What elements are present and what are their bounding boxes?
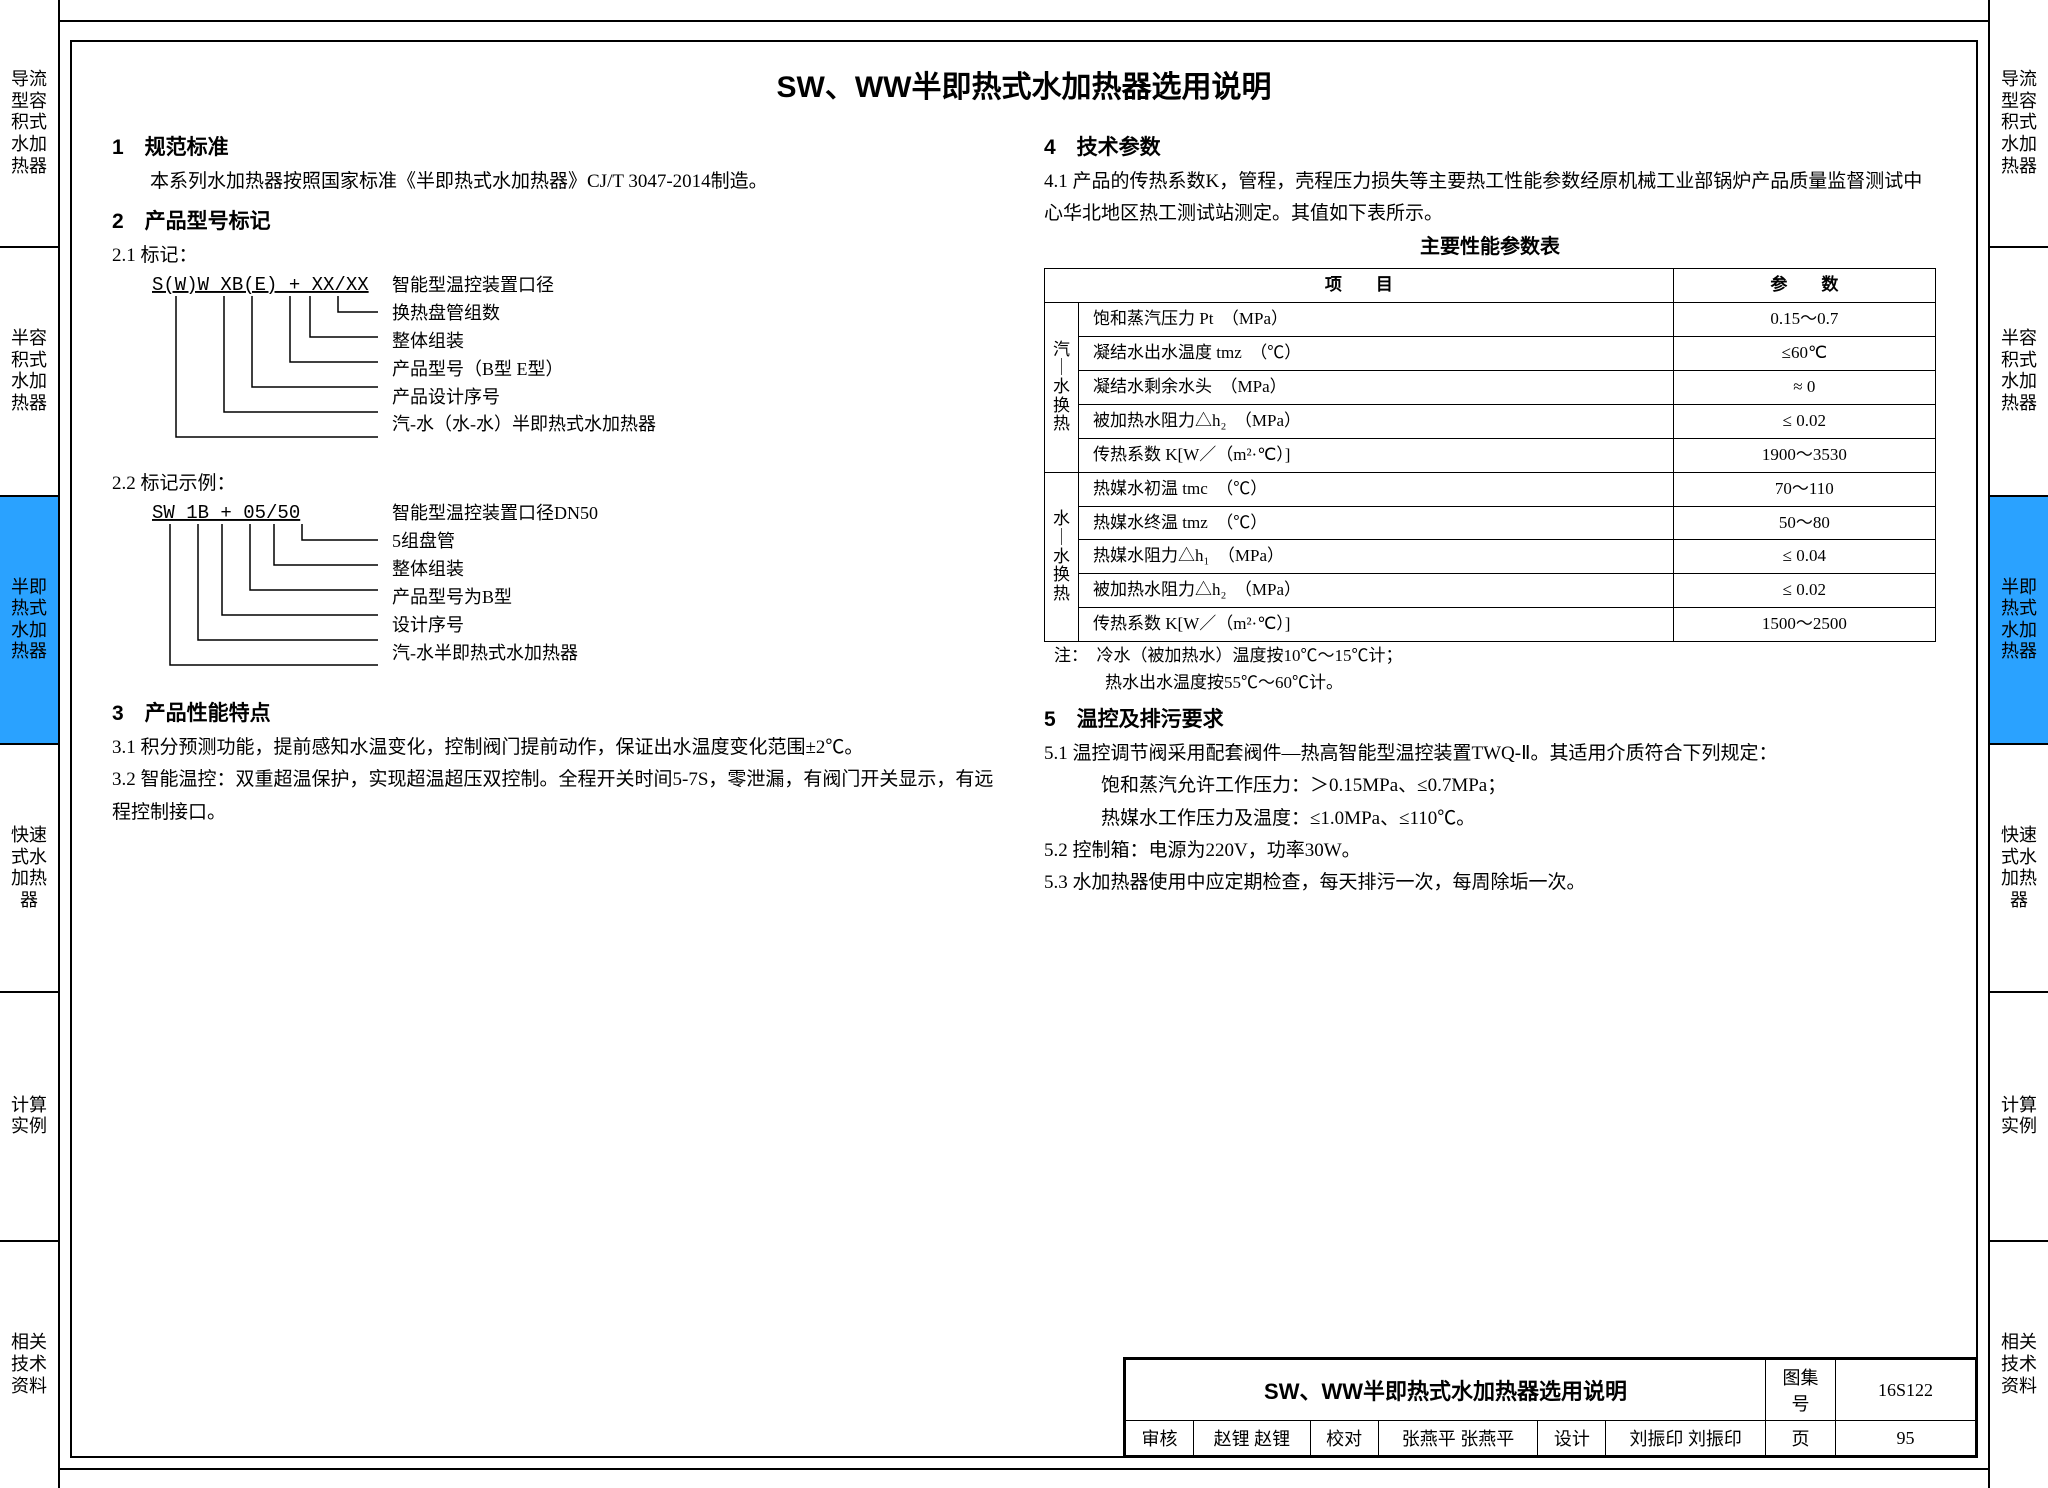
- tab-3[interactable]: 快速式水加热器: [0, 745, 58, 993]
- marking-tree-1: S(W)W XB(E) + XX/XX 智能型温控装置口径 换热盘管组数 整体组…: [152, 272, 1004, 462]
- page: 导流型容积式水加热器 半容积式水加热器 半即热式水加热器 快速式水加热器 计算实…: [0, 0, 2048, 1488]
- p-5-1a: 饱和蒸汽允许工作压力：＞0.15MPa、≤0.7MPa；: [1044, 770, 1936, 802]
- p-5-1b: 热媒水工作压力及温度：≤1.0MPa、≤110℃。: [1044, 803, 1936, 835]
- tb-design-label: 设计: [1538, 1421, 1606, 1456]
- tb-review: 赵锂 赵锂: [1194, 1421, 1311, 1456]
- p-5-3: 5.3 水加热器使用中应定期检查，每天排污一次，每周除垢一次。: [1044, 867, 1936, 899]
- p-5-1: 5.1 温控调节阀采用配套阀件—热高智能型温控装置TWQ-Ⅱ。其适用介质符合下列…: [1044, 738, 1936, 770]
- tree1-labels: 智能型温控装置口径 换热盘管组数 整体组装 产品型号（B型 E型） 产品设计序号…: [392, 272, 656, 439]
- h-4: 4 技术参数: [1044, 130, 1936, 166]
- rtab-5[interactable]: 相关技术资料: [1990, 1242, 2048, 1488]
- params-table: 项 目 参 数 汽｜水换热 饱和蒸汽压力 Pt （MPa）0.15～0.7 凝结…: [1044, 268, 1936, 642]
- tb-check: 张燕平 张燕平: [1378, 1421, 1538, 1456]
- bracket-icon: S(W)W XB(E) + XX/XX: [152, 272, 382, 462]
- code-1: S(W)W XB(E) + XX/XX: [152, 274, 369, 296]
- th-value: 参 数: [1673, 269, 1935, 303]
- rtab-2[interactable]: 半即热式水加热器: [1990, 497, 2048, 745]
- h-3: 3 产品性能特点: [112, 696, 1004, 732]
- group2-label: 水｜水换热: [1045, 472, 1079, 641]
- marking-tree-2: SW 1B + 05/50 智能型温控装置口径DN50 5组盘管 整体组装 产品…: [152, 500, 1004, 690]
- rtab-4[interactable]: 计算实例: [1990, 993, 2048, 1241]
- p-1: 本系列水加热器按照国家标准《半即热式水加热器》CJ/T 3047-2014制造。: [112, 166, 1004, 198]
- tab-2[interactable]: 半即热式水加热器: [0, 497, 58, 745]
- columns: 1 规范标准 本系列水加热器按照国家标准《半即热式水加热器》CJ/T 3047-…: [112, 124, 1936, 900]
- p-3-2: 3.2 智能温控：双重超温保护，实现超温超压双控制。全程开关时间5-7S，零泄漏…: [112, 764, 1004, 829]
- p-3-1: 3.1 积分预测功能，提前感知水温变化，控制阀门提前动作，保证出水温度变化范围±…: [112, 732, 1004, 764]
- p-5-2: 5.2 控制箱：电源为220V，功率30W。: [1044, 835, 1936, 867]
- drawing-frame: SW、WW半即热式水加热器选用说明 1 规范标准 本系列水加热器按照国家标准《半…: [70, 40, 1978, 1458]
- tb-doc-title: SW、WW半即热式水加热器选用说明: [1126, 1360, 1766, 1421]
- table-note-1: 注： 冷水（被加热水）温度按10℃～15℃计；: [1054, 642, 1936, 669]
- left-tabs: 导流型容积式水加热器 半容积式水加热器 半即热式水加热器 快速式水加热器 计算实…: [0, 0, 60, 1488]
- rule-bottom: [60, 1468, 1988, 1470]
- tree2-labels: 智能型温控装置口径DN50 5组盘管 整体组装 产品型号为B型 设计序号 汽-水…: [392, 500, 598, 667]
- table-note-2: 热水出水温度按55℃～60℃计。: [1054, 669, 1936, 696]
- page-title: SW、WW半即热式水加热器选用说明: [112, 62, 1936, 106]
- bracket-icon: SW 1B + 05/50: [152, 500, 382, 690]
- tb-atlas-label: 图集号: [1766, 1360, 1836, 1421]
- tb-check-label: 校对: [1310, 1421, 1378, 1456]
- tab-4[interactable]: 计算实例: [0, 993, 58, 1241]
- rule-top: [60, 20, 1988, 22]
- tb-page: 95: [1836, 1421, 1976, 1456]
- h-5: 5 温控及排污要求: [1044, 702, 1936, 738]
- rtab-3[interactable]: 快速式水加热器: [1990, 745, 2048, 993]
- tb-design: 刘振印 刘振印: [1606, 1421, 1766, 1456]
- code-2: SW 1B + 05/50: [152, 502, 300, 524]
- h-2: 2 产品型号标记: [112, 204, 1004, 240]
- p-2-2: 2.2 标记示例：: [112, 468, 1004, 500]
- title-block: SW、WW半即热式水加热器选用说明 图集号 16S122 审核 赵锂 赵锂 校对…: [1123, 1357, 1978, 1458]
- tab-5[interactable]: 相关技术资料: [0, 1242, 58, 1488]
- table-title: 主要性能参数表: [1044, 230, 1936, 264]
- tb-atlas: 16S122: [1836, 1360, 1976, 1421]
- th-item: 项 目: [1045, 269, 1674, 303]
- col-right: 4 技术参数 4.1 产品的传热系数K，管程，壳程压力损失等主要热工性能参数经原…: [1044, 124, 1936, 900]
- tab-1[interactable]: 半容积式水加热器: [0, 248, 58, 496]
- group1-label: 汽｜水换热: [1045, 303, 1079, 472]
- tab-0[interactable]: 导流型容积式水加热器: [0, 0, 58, 248]
- right-tabs: 导流型容积式水加热器 半容积式水加热器 半即热式水加热器 快速式水加热器 计算实…: [1988, 0, 2048, 1488]
- tb-review-label: 审核: [1126, 1421, 1194, 1456]
- p-2-1: 2.1 标记：: [112, 240, 1004, 272]
- tb-page-label: 页: [1766, 1421, 1836, 1456]
- h-1: 1 规范标准: [112, 130, 1004, 166]
- p-4-1: 4.1 产品的传热系数K，管程，壳程压力损失等主要热工性能参数经原机械工业部锅炉…: [1044, 166, 1936, 231]
- rtab-0[interactable]: 导流型容积式水加热器: [1990, 0, 2048, 248]
- rtab-1[interactable]: 半容积式水加热器: [1990, 248, 2048, 496]
- col-left: 1 规范标准 本系列水加热器按照国家标准《半即热式水加热器》CJ/T 3047-…: [112, 124, 1004, 900]
- table-header-row: 项 目 参 数: [1045, 269, 1936, 303]
